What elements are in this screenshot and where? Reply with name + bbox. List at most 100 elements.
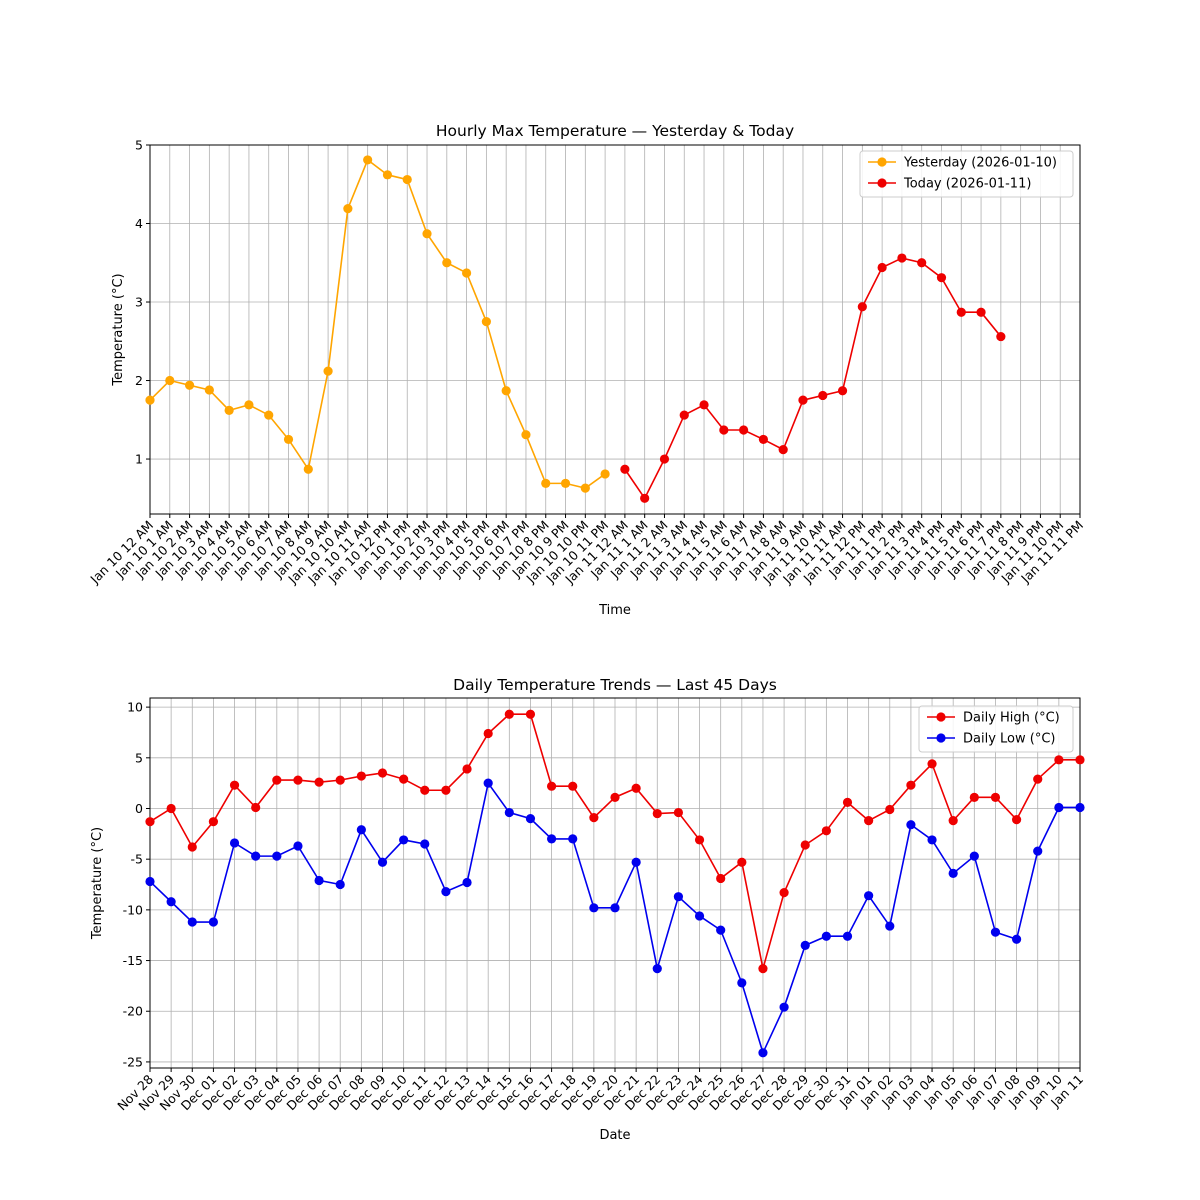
y-axis-label: Temperature (°C) — [111, 273, 126, 386]
y-tick-label: 10 — [127, 700, 143, 715]
data-point — [990, 927, 1001, 937]
legend-marker — [936, 733, 946, 743]
data-point — [187, 917, 197, 927]
y-tick-label: 5 — [135, 138, 143, 153]
data-point — [936, 273, 947, 283]
data-point — [382, 170, 393, 180]
data-point — [1075, 802, 1085, 813]
legend: Yesterday (2026-01-10) Today (2026-01-11) — [859, 150, 1074, 198]
data-point — [737, 857, 747, 867]
data-point — [821, 931, 831, 941]
data-point — [798, 395, 808, 405]
data-point — [442, 258, 452, 268]
data-point — [758, 434, 769, 445]
data-point — [399, 835, 409, 845]
data-point — [377, 857, 388, 867]
data-point — [990, 792, 1001, 802]
data-point — [580, 483, 590, 493]
legend-label: Today (2026-01-11) — [903, 177, 1031, 192]
data-point — [184, 380, 195, 390]
legend-box — [918, 705, 1074, 753]
data-point — [1011, 815, 1022, 825]
data-point — [283, 434, 294, 445]
legend: Daily High (°C) Daily Low (°C) — [918, 705, 1074, 753]
data-point — [303, 464, 313, 474]
data-point — [758, 964, 768, 974]
data-point — [837, 386, 848, 396]
data-point — [778, 445, 788, 455]
data-point — [166, 897, 176, 907]
series-0 — [145, 155, 610, 493]
data-point — [461, 268, 472, 278]
data-point — [885, 804, 895, 815]
data-point — [483, 728, 493, 739]
data-point — [719, 425, 729, 435]
data-point — [224, 405, 234, 415]
data-point — [948, 868, 958, 878]
data-point — [652, 964, 662, 974]
data-point — [272, 851, 282, 861]
data-point — [927, 759, 937, 769]
data-point — [251, 802, 261, 813]
data-point — [737, 978, 747, 988]
x-axis-label: Time — [598, 603, 631, 618]
data-point — [800, 840, 810, 850]
legend-box — [859, 150, 1074, 198]
data-point — [877, 262, 887, 273]
data-point — [906, 780, 916, 790]
data-point — [462, 877, 472, 888]
data-point — [620, 464, 630, 474]
legend-label: Daily High (°C) — [963, 711, 1060, 726]
data-point — [818, 390, 828, 401]
data-point — [521, 430, 531, 440]
data-point — [187, 842, 197, 852]
x-axis-label: Date — [599, 1128, 630, 1143]
legend-marker — [877, 178, 887, 188]
data-point — [589, 903, 599, 913]
data-point — [996, 331, 1006, 342]
data-point — [589, 813, 599, 823]
y-tick-label: 1 — [135, 452, 143, 467]
data-point — [293, 841, 303, 851]
data-point — [969, 851, 979, 861]
data-point — [525, 814, 536, 824]
y-tick-label: -15 — [123, 953, 143, 968]
plot-frame — [149, 144, 1081, 515]
data-point — [356, 771, 366, 781]
data-point — [145, 395, 155, 405]
data-point — [541, 478, 551, 488]
y-axis-label: Temperature (°C) — [90, 827, 105, 940]
legend-marker — [936, 712, 946, 722]
y-tick-label: -20 — [123, 1004, 143, 1019]
data-point — [501, 386, 511, 396]
data-point — [927, 835, 937, 845]
data-point — [864, 891, 874, 901]
data-point — [272, 775, 282, 785]
data-point — [897, 253, 907, 263]
data-point — [546, 834, 557, 844]
data-point — [356, 825, 366, 835]
data-point — [779, 1002, 789, 1012]
legend-marker — [877, 157, 887, 167]
data-point — [800, 940, 810, 950]
y-tick-label: 0 — [135, 801, 143, 816]
data-point — [335, 879, 345, 890]
data-point — [441, 887, 451, 897]
data-point — [640, 493, 650, 503]
y-tick-label: -10 — [123, 902, 143, 917]
data-point — [402, 174, 412, 185]
data-point — [363, 155, 373, 165]
series-line — [149, 158, 606, 489]
data-point — [821, 826, 831, 836]
data-point — [323, 366, 333, 376]
grid — [149, 698, 1081, 1068]
data-point — [969, 792, 979, 802]
data-point — [483, 778, 493, 788]
data-point — [145, 817, 155, 827]
series-1 — [620, 253, 1006, 503]
data-point — [694, 835, 705, 845]
chart-title: Hourly Max Temperature — Yesterday & Tod… — [436, 122, 794, 140]
data-point — [335, 775, 345, 785]
data-point — [694, 911, 705, 921]
data-point — [716, 925, 726, 935]
